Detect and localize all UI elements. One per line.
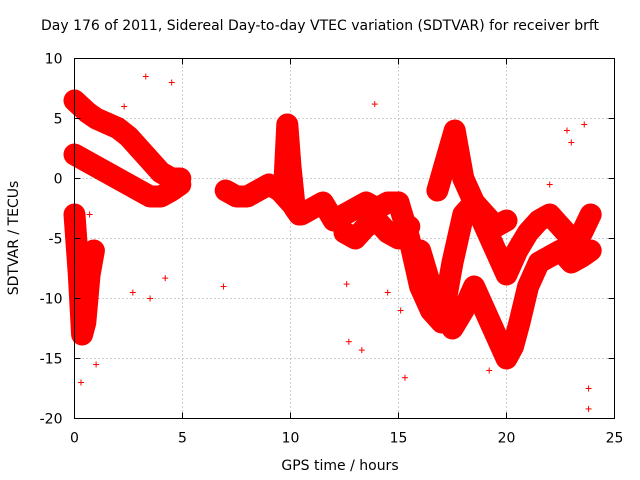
data-point xyxy=(384,289,391,296)
data-point xyxy=(401,374,408,381)
data-point xyxy=(168,79,175,86)
y-tick-label: -5 xyxy=(49,232,63,248)
band-afternoon-upper xyxy=(426,119,518,238)
data-point xyxy=(162,275,169,282)
band-early-dip xyxy=(63,203,105,346)
data-point xyxy=(220,283,227,290)
y-axis-label: SDTVAR / TECUs xyxy=(6,181,22,296)
data-point xyxy=(563,127,570,134)
data-point xyxy=(86,211,93,218)
band-peak xyxy=(273,113,311,226)
data-point xyxy=(568,139,575,146)
data-point xyxy=(585,405,592,412)
data-point xyxy=(546,181,553,188)
band-afternoon-lower xyxy=(409,239,602,370)
data-point xyxy=(371,101,378,108)
data-point xyxy=(121,103,128,110)
band-midday xyxy=(214,173,410,232)
x-tick-labels: 0 5 10 15 20 25 xyxy=(70,431,623,447)
data-point xyxy=(129,289,136,296)
data-bands xyxy=(63,89,602,370)
x-tick-label: 20 xyxy=(498,431,516,447)
data-points xyxy=(77,73,592,412)
data-point xyxy=(585,385,592,392)
x-tick-label: 15 xyxy=(390,431,408,447)
y-tick-label: -10 xyxy=(40,292,63,308)
data-point xyxy=(77,379,84,386)
data-point xyxy=(142,73,149,80)
y-tick-label: 5 xyxy=(54,112,63,128)
band-early-upper xyxy=(63,89,192,190)
data-point xyxy=(147,295,154,302)
data-point xyxy=(397,307,404,314)
data-point xyxy=(93,361,100,368)
data-point xyxy=(581,121,588,128)
chart-title: Day 176 of 2011, Sidereal Day-to-day VTE… xyxy=(41,18,600,34)
y-tick-labels: 10 5 0 -5 -10 -15 -20 xyxy=(40,52,63,428)
y-tick-label: 10 xyxy=(45,52,63,68)
data-point xyxy=(343,281,350,288)
y-tick-label: -15 xyxy=(40,352,63,368)
x-tick-label: 5 xyxy=(178,431,187,447)
x-axis-label: GPS time / hours xyxy=(281,458,398,474)
x-tick-label: 10 xyxy=(282,431,300,447)
data-point xyxy=(486,367,493,374)
data-point xyxy=(345,338,352,345)
data-point xyxy=(358,347,365,354)
band-early-mid xyxy=(63,143,192,208)
axis-ticks xyxy=(74,58,615,419)
x-tick-label: 25 xyxy=(606,431,624,447)
x-tick-label: 0 xyxy=(70,431,79,447)
y-tick-label: -20 xyxy=(40,412,63,428)
y-tick-label: 0 xyxy=(54,172,63,188)
